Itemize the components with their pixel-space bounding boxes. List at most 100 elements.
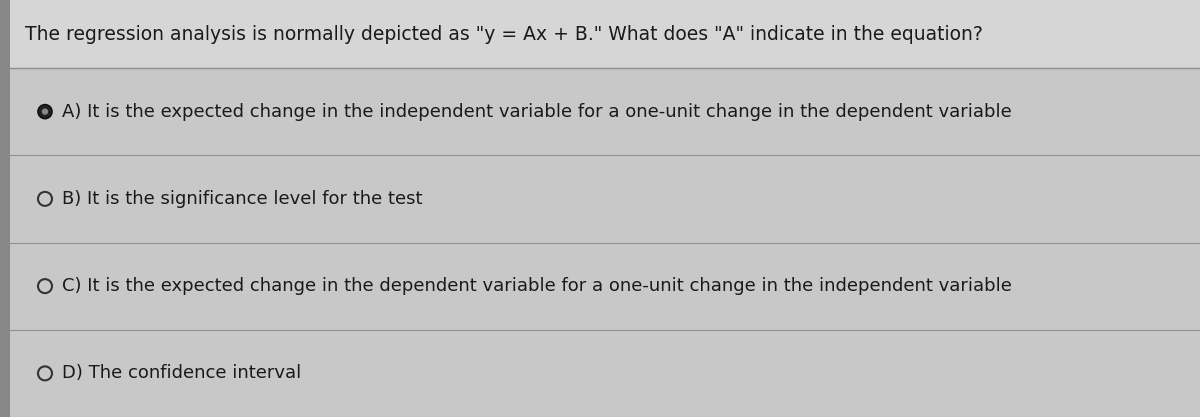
Bar: [0, 45, 1200, 49]
Bar: [0, 153, 1200, 157]
Bar: [0, 365, 1200, 369]
Bar: [0, 105, 1200, 109]
Bar: [0, 93, 1200, 97]
Bar: [0, 53, 1200, 57]
Bar: [0, 221, 1200, 225]
Bar: [0, 253, 1200, 257]
Bar: [0, 185, 1200, 189]
Bar: [0, 345, 1200, 349]
Bar: [0, 89, 1200, 93]
Bar: [0, 0, 10, 417]
Bar: [0, 289, 1200, 293]
Bar: [0, 121, 1200, 125]
Bar: [0, 313, 1200, 317]
Bar: [0, 41, 1200, 45]
Bar: [0, 165, 1200, 169]
Bar: [0, 209, 1200, 213]
Bar: [0, 13, 1200, 17]
Bar: [0, 353, 1200, 357]
Bar: [10, 0, 1200, 68]
Bar: [0, 17, 1200, 21]
Bar: [0, 73, 1200, 77]
Bar: [0, 113, 1200, 117]
Bar: [0, 301, 1200, 305]
Bar: [0, 357, 1200, 361]
Bar: [0, 57, 1200, 61]
Bar: [0, 173, 1200, 177]
Bar: [0, 277, 1200, 281]
Bar: [0, 225, 1200, 229]
Bar: [0, 293, 1200, 297]
Bar: [0, 193, 1200, 197]
Bar: [0, 409, 1200, 413]
Bar: [0, 381, 1200, 385]
Bar: [0, 1, 1200, 5]
Bar: [10, 68, 1200, 155]
Bar: [0, 405, 1200, 409]
Bar: [0, 237, 1200, 241]
Bar: [0, 401, 1200, 405]
Bar: [0, 413, 1200, 417]
Bar: [0, 181, 1200, 185]
Circle shape: [42, 108, 48, 115]
Bar: [0, 5, 1200, 9]
Bar: [0, 285, 1200, 289]
Bar: [0, 341, 1200, 345]
Bar: [0, 129, 1200, 133]
Bar: [0, 141, 1200, 145]
Bar: [0, 249, 1200, 253]
Bar: [0, 317, 1200, 321]
Circle shape: [38, 105, 52, 118]
Bar: [0, 49, 1200, 53]
Text: A) It is the expected change in the independent variable for a one-unit change i: A) It is the expected change in the inde…: [62, 103, 1012, 121]
Bar: [0, 77, 1200, 81]
Bar: [0, 189, 1200, 193]
Bar: [10, 155, 1200, 243]
Bar: [0, 397, 1200, 401]
Bar: [0, 33, 1200, 37]
Bar: [0, 117, 1200, 121]
Bar: [0, 393, 1200, 397]
Bar: [10, 330, 1200, 417]
Bar: [0, 161, 1200, 165]
Bar: [0, 133, 1200, 137]
Bar: [0, 109, 1200, 113]
Bar: [0, 0, 1200, 1]
Bar: [0, 145, 1200, 149]
Bar: [0, 305, 1200, 309]
Bar: [0, 257, 1200, 261]
Text: The regression analysis is normally depicted as "y = Ax + B." What does "A" indi: The regression analysis is normally depi…: [25, 25, 983, 43]
Bar: [0, 321, 1200, 325]
Bar: [0, 213, 1200, 217]
Bar: [0, 349, 1200, 353]
Bar: [0, 37, 1200, 41]
Text: C) It is the expected change in the dependent variable for a one-unit change in : C) It is the expected change in the depe…: [62, 277, 1012, 295]
Text: D) The confidence interval: D) The confidence interval: [62, 364, 301, 382]
Bar: [0, 201, 1200, 205]
Bar: [0, 25, 1200, 29]
Bar: [0, 229, 1200, 233]
Bar: [0, 281, 1200, 285]
Bar: [0, 205, 1200, 209]
Bar: [0, 325, 1200, 329]
Bar: [0, 61, 1200, 65]
Bar: [0, 169, 1200, 173]
Bar: [0, 9, 1200, 13]
Bar: [0, 329, 1200, 333]
Bar: [0, 385, 1200, 389]
Bar: [0, 273, 1200, 277]
Bar: [0, 261, 1200, 265]
Bar: [0, 69, 1200, 73]
Bar: [0, 85, 1200, 89]
Bar: [0, 29, 1200, 33]
Bar: [0, 333, 1200, 337]
Bar: [0, 217, 1200, 221]
Bar: [0, 245, 1200, 249]
Bar: [0, 369, 1200, 373]
Bar: [0, 81, 1200, 85]
Bar: [0, 309, 1200, 313]
Bar: [0, 269, 1200, 273]
Bar: [0, 137, 1200, 141]
Bar: [0, 97, 1200, 101]
Bar: [0, 101, 1200, 105]
